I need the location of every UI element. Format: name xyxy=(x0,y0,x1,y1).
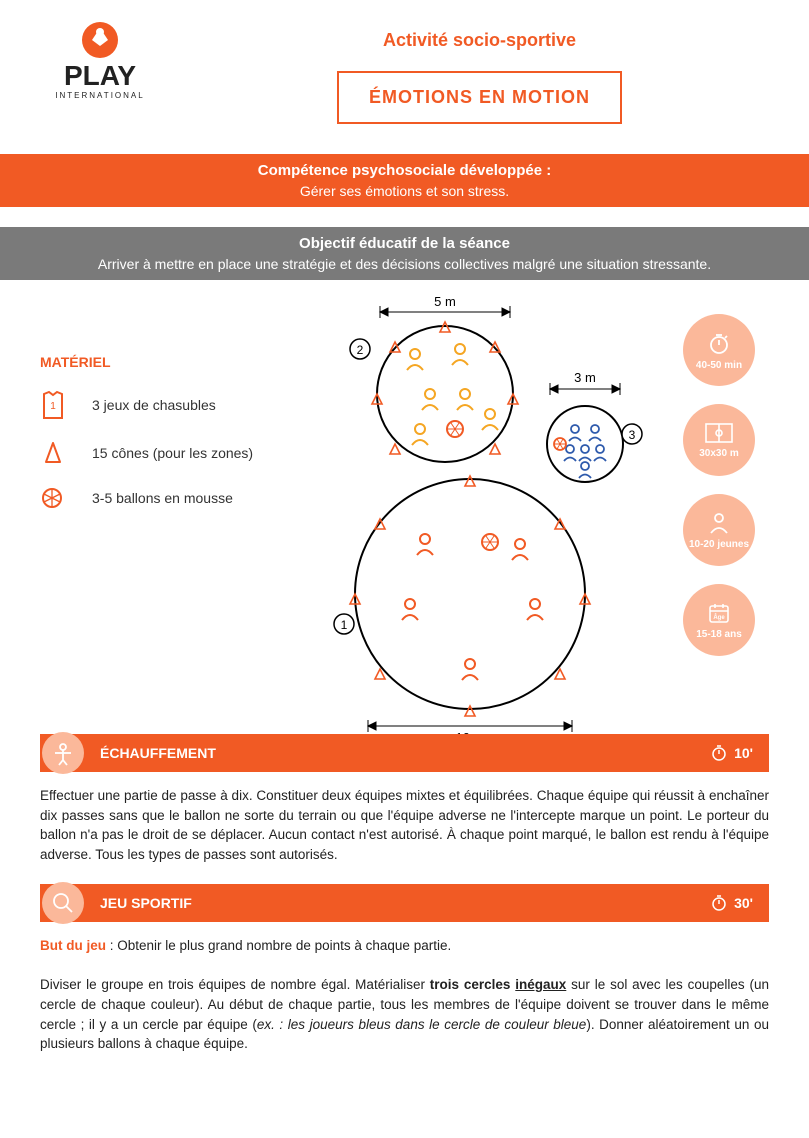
echauffement-text: Effectuer une partie de passe à dix. Con… xyxy=(40,786,769,864)
person-icon xyxy=(708,511,730,535)
materiel-label: 3-5 ballons en mousse xyxy=(92,490,233,506)
badge-label: 15-18 ans xyxy=(696,629,742,640)
jeu-text: But du jeu : Obtenir le plus grand nombr… xyxy=(40,936,769,1053)
materiel-title: MATÉRIEL xyxy=(40,354,300,370)
objectif-banner: Objectif éducatif de la séance Arriver à… xyxy=(0,227,809,280)
diagram: 5 m 2 xyxy=(310,294,659,734)
badge-age: Âge 15-18 ans xyxy=(683,584,755,656)
dim-medium: 5 m xyxy=(434,294,456,309)
dim-large: 10 m xyxy=(456,730,485,734)
clock-icon xyxy=(710,744,728,762)
circle-label-3: 3 xyxy=(629,428,636,442)
badge-label: 40-50 min xyxy=(696,360,742,371)
objectif-text: Arriver à mettre en place une stratégie … xyxy=(20,256,789,272)
badge-participants: 10-20 jeunes xyxy=(683,494,755,566)
echauffement-bar: ÉCHAUFFEMENT 10' xyxy=(40,734,769,772)
but-text: : Obtenir le plus grand nombre de points… xyxy=(106,938,451,953)
materiel-item: 3-5 ballons en mousse xyxy=(40,486,300,510)
age-icon: Âge xyxy=(707,601,731,625)
cone-icon xyxy=(40,440,68,466)
competence-text: Gérer ses émotions et son stress. xyxy=(20,183,789,199)
echauffement-title: ÉCHAUFFEMENT xyxy=(100,745,710,761)
svg-text:INTERNATIONAL: INTERNATIONAL xyxy=(55,91,144,100)
timer-icon xyxy=(706,330,732,356)
circle-label-2: 2 xyxy=(357,343,364,357)
objectif-title: Objectif éducatif de la séance xyxy=(20,235,789,252)
svg-text:PLAY: PLAY xyxy=(64,60,136,91)
but-label: But du jeu xyxy=(40,938,106,953)
badge-field: 30x30 m xyxy=(683,404,755,476)
materiel-item: 1 3 jeux de chasubles xyxy=(40,390,300,420)
clock-icon xyxy=(710,894,728,912)
field-icon xyxy=(704,422,734,444)
jeu-title: JEU SPORTIF xyxy=(100,895,710,911)
jeu-icon xyxy=(42,882,84,924)
badge-label: 30x30 m xyxy=(699,448,738,459)
competence-banner: Compétence psychosociale développée : Gé… xyxy=(0,154,809,207)
logo: PLAY INTERNATIONAL xyxy=(40,20,160,110)
materiel-label: 3 jeux de chasubles xyxy=(92,397,216,413)
jeu-time: 30' xyxy=(734,895,753,911)
activity-title: ÉMOTIONS EN MOTION xyxy=(337,71,622,124)
circle-label-1: 1 xyxy=(341,618,348,632)
info-badges: 40-50 min 30x30 m 10-20 jeunes Âge 15-18… xyxy=(669,294,769,734)
svg-text:1: 1 xyxy=(50,401,56,412)
jeu-bar: JEU SPORTIF 30' xyxy=(40,884,769,922)
materiel-label: 15 cônes (pour les zones) xyxy=(92,445,253,461)
header: PLAY INTERNATIONAL Activité socio-sporti… xyxy=(0,0,809,134)
badge-duration: 40-50 min xyxy=(683,314,755,386)
echauffement-icon xyxy=(42,732,84,774)
ball-icon xyxy=(40,486,68,510)
activity-category: Activité socio-sportive xyxy=(190,30,769,51)
materiel-panel: MATÉRIEL 1 3 jeux de chasubles 15 cônes … xyxy=(40,294,300,734)
badge-label: 10-20 jeunes xyxy=(689,539,749,550)
materiel-item: 15 cônes (pour les zones) xyxy=(40,440,300,466)
competence-title: Compétence psychosociale développée : xyxy=(20,162,789,179)
echauffement-time: 10' xyxy=(734,745,753,761)
bib-icon: 1 xyxy=(40,390,68,420)
dim-small: 3 m xyxy=(574,370,596,385)
svg-text:Âge: Âge xyxy=(713,614,725,621)
